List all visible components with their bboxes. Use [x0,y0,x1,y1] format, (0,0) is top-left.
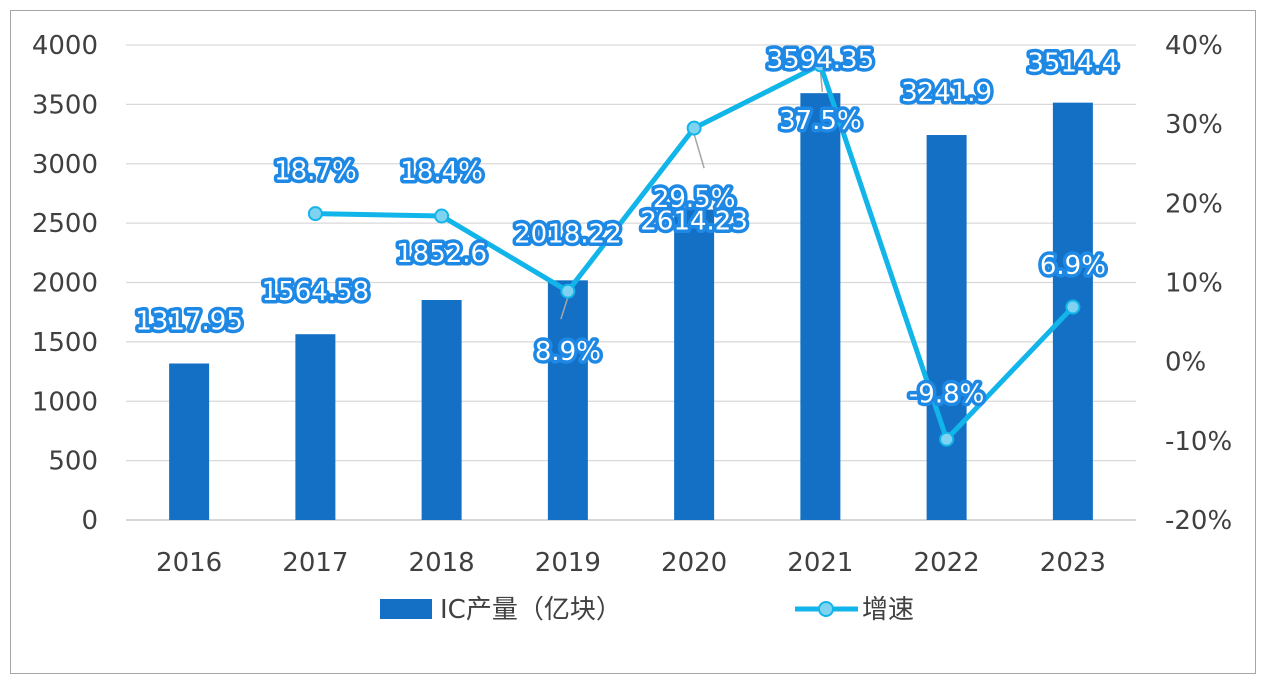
growth-value-label: 18.7% [274,157,357,187]
left-axis-tick-label: 500 [48,447,98,477]
x-axis-tick-label: 2016 [156,548,222,578]
bar-value-label: 2614.23 [640,207,748,237]
growth-value-label: 29.5% [653,184,736,214]
growth-marker [307,206,323,222]
bar [926,135,967,521]
leader-lines [560,70,824,320]
leader-line [693,133,705,169]
bar-value-label: 1852.6 [396,239,487,269]
right-axis-tick-label: 20% [1165,189,1223,219]
bar-value-label: 3514.4 [1027,49,1118,79]
right-axis-tick-label: 30% [1165,110,1223,140]
growth-marker [686,120,702,136]
growth-marker [560,283,576,299]
gridlines [126,44,1136,521]
x-axis-tick-label: 2018 [409,548,475,578]
left-axis-tick-label: 2000 [32,269,98,299]
bar-series [169,93,1093,521]
left-axis-tick-label: 1000 [32,387,98,417]
growth-marker [812,57,828,73]
leader-line [560,296,569,320]
growth-value-label: 6.9% [1040,251,1106,281]
x-axis-tick-label: 2017 [282,548,348,578]
bar [674,209,715,520]
x-axis-tick-label: 2022 [914,548,980,578]
bar [547,280,588,520]
left-axis-tick-label: 2500 [32,209,98,239]
bar [295,334,336,520]
bar-value-label: 1564.58 [262,277,370,307]
left-axis-tick-label: 4000 [32,31,98,61]
growth-value-label: 8.9% [535,337,601,367]
legend-bar-label: IC产量（亿块） [440,595,622,625]
right-axis-tick-label: 0% [1165,348,1206,378]
x-axis-tick-label: 2020 [661,548,727,578]
legend-bar-swatch [380,599,432,619]
growth-value-label: 18.4% [400,157,483,187]
bar-value-label: 3594.35 [767,45,875,75]
growth-marker [434,208,450,224]
bar-value-label: 2018.22 [514,219,622,249]
axes: 0 500 1000 1500 2000 2500 3000 3500 4000 -20% -10%… [32,31,1232,578]
growth-marker [1065,299,1081,315]
x-axis-tick-label: 2021 [787,548,853,578]
right-axis-tick-label: -10% [1165,427,1232,457]
left-axis-tick-label: 1500 [32,328,98,358]
bar-value-label: 1317.95 [135,306,243,336]
leader-line [819,70,824,92]
bar [800,93,841,521]
growth-value-label: -9.8% [909,379,984,409]
right-axis-tick-label: -20% [1165,506,1232,536]
legend-line-label: 增速 [862,595,914,625]
legend-line-marker [818,601,834,617]
line-series [307,57,1081,447]
growth-marker [939,431,955,447]
right-axis-tick-label: 10% [1165,269,1223,299]
bar-value-label: 3241.9 [901,78,992,108]
bar [421,300,462,520]
bar [169,363,210,520]
x-axis-tick-label: 2023 [1040,548,1106,578]
right-axis-tick-label: 40% [1165,31,1223,61]
left-axis-tick-label: 3500 [32,90,98,120]
data-labels: 1317.95 1564.58 1852.6 2018.22 2614.23 3594.3… [132,42,1122,413]
legend: IC产量（亿块） 增速 [380,595,914,625]
growth-value-label: 37.5% [779,106,862,136]
left-axis-tick-label: 0 [81,506,98,536]
left-axis-tick-label: 3000 [32,150,98,180]
x-axis-tick-label: 2019 [535,548,601,578]
